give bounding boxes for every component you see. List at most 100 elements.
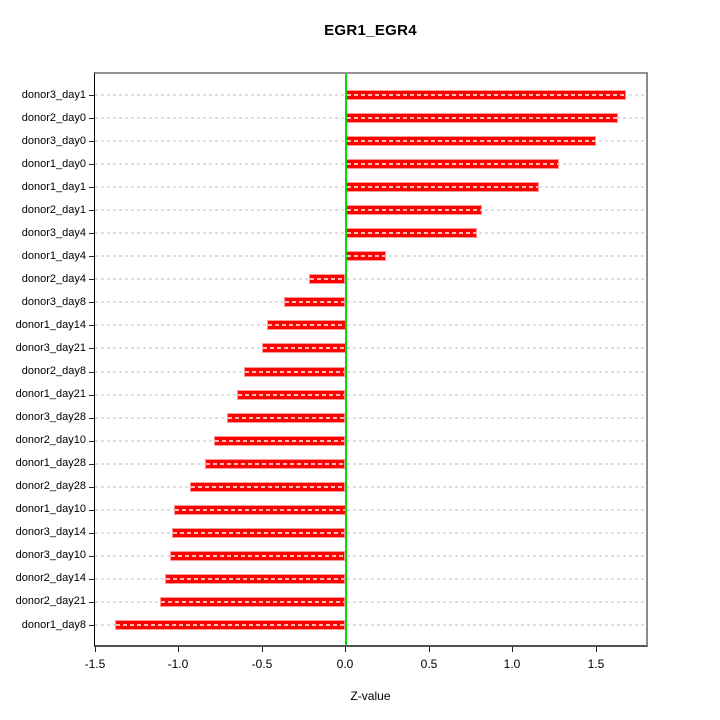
- x-tick: [429, 647, 430, 652]
- x-tick: [512, 647, 513, 652]
- y-tick: [89, 395, 94, 396]
- gridline: [95, 531, 646, 534]
- bar-dash-overlay: [161, 600, 345, 603]
- x-axis-title: Z-value: [350, 689, 391, 703]
- y-axis-label: donor3_day14: [15, 526, 86, 538]
- y-tick: [89, 210, 94, 211]
- y-axis-label: donor1_day8: [21, 619, 86, 631]
- bar: [345, 251, 386, 262]
- bar: [345, 136, 596, 147]
- x-tick-label: 0.0: [336, 657, 354, 671]
- y-tick: [89, 95, 94, 96]
- y-tick: [89, 372, 94, 373]
- bar: [173, 504, 346, 515]
- gridline: [95, 347, 646, 350]
- bar-dash-overlay: [346, 209, 482, 212]
- y-axis-label: donor1_day1: [21, 181, 86, 193]
- y-axis-label: donor2_day21: [15, 595, 86, 607]
- x-tick-label: 0.5: [420, 657, 438, 671]
- bar-dash-overlay: [263, 347, 345, 350]
- y-axis-label: donor3_day1: [21, 89, 86, 101]
- y-axis-label: donor1_day0: [21, 158, 86, 170]
- x-tick: [345, 647, 346, 652]
- bar-dash-overlay: [191, 485, 345, 488]
- bar: [345, 90, 626, 100]
- gridline: [95, 600, 646, 603]
- bar: [213, 435, 346, 446]
- zero-line: [344, 74, 347, 645]
- bar: [308, 274, 346, 285]
- bar: [267, 320, 346, 331]
- bar: [190, 481, 346, 492]
- y-tick: [89, 441, 94, 442]
- y-axis-label: donor2_day28: [15, 480, 86, 492]
- bar: [165, 573, 346, 584]
- bar-dash-overlay: [244, 370, 345, 373]
- y-axis-label: donor1_day14: [15, 319, 86, 331]
- bar: [345, 182, 540, 193]
- bar-dash-overlay: [346, 94, 625, 96]
- bar: [171, 527, 346, 538]
- gridline: [95, 577, 646, 580]
- bar-dash-overlay: [174, 508, 345, 511]
- bar-dash-overlay: [206, 462, 345, 465]
- y-axis-label: donor3_day10: [15, 549, 86, 561]
- bar: [345, 113, 618, 124]
- bar: [345, 228, 478, 239]
- y-axis-label: donor1_day28: [15, 457, 86, 469]
- gridline: [95, 393, 646, 396]
- y-axis-label: donor3_day0: [21, 135, 86, 147]
- y-tick: [89, 256, 94, 257]
- y-axis-label: donor2_day1: [21, 204, 86, 216]
- y-tick: [89, 302, 94, 303]
- gridline: [95, 416, 646, 419]
- bar-dash-overlay: [116, 624, 345, 626]
- y-axis-label: donor3_day28: [15, 411, 86, 423]
- x-tick-label: 1.5: [587, 657, 605, 671]
- y-axis-label: donor1_day10: [15, 503, 86, 515]
- gridline: [95, 324, 646, 327]
- y-tick: [89, 625, 94, 626]
- y-tick: [89, 556, 94, 557]
- x-tick: [95, 647, 96, 652]
- bar-dash-overlay: [171, 554, 345, 557]
- x-tick: [262, 647, 263, 652]
- x-tick: [178, 647, 179, 652]
- x-tick-label: -1.5: [84, 657, 106, 671]
- bar-dash-overlay: [346, 140, 595, 143]
- bar: [283, 297, 346, 308]
- bar-dash-overlay: [284, 301, 345, 304]
- y-tick: [89, 187, 94, 188]
- y-axis-label: donor2_day4: [21, 273, 86, 285]
- bar: [262, 343, 346, 354]
- x-tick: [596, 647, 597, 652]
- y-tick: [89, 279, 94, 280]
- y-axis-label: donor2_day10: [15, 434, 86, 446]
- bar: [160, 596, 346, 607]
- bar-dash-overlay: [346, 232, 477, 235]
- gridline: [95, 508, 646, 511]
- bar-dash-overlay: [268, 324, 345, 327]
- y-axis-label: donor2_day0: [21, 112, 86, 124]
- y-tick: [89, 141, 94, 142]
- bar: [226, 412, 346, 423]
- gridline: [95, 439, 646, 442]
- gridline: [95, 462, 646, 465]
- y-tick: [89, 118, 94, 119]
- y-tick: [89, 418, 94, 419]
- gridline: [95, 370, 646, 373]
- gridline: [95, 485, 646, 488]
- y-axis-label: donor3_day8: [21, 296, 86, 308]
- x-tick-label: 1.0: [503, 657, 521, 671]
- bar: [236, 389, 346, 400]
- y-tick: [89, 533, 94, 534]
- y-tick: [89, 579, 94, 580]
- bar-dash-overlay: [214, 439, 345, 442]
- bar: [205, 458, 346, 469]
- bar-dash-overlay: [237, 393, 345, 396]
- bar-dash-overlay: [346, 163, 559, 166]
- bar: [115, 620, 346, 630]
- bar: [345, 205, 483, 216]
- y-tick: [89, 348, 94, 349]
- bar-dash-overlay: [309, 278, 345, 281]
